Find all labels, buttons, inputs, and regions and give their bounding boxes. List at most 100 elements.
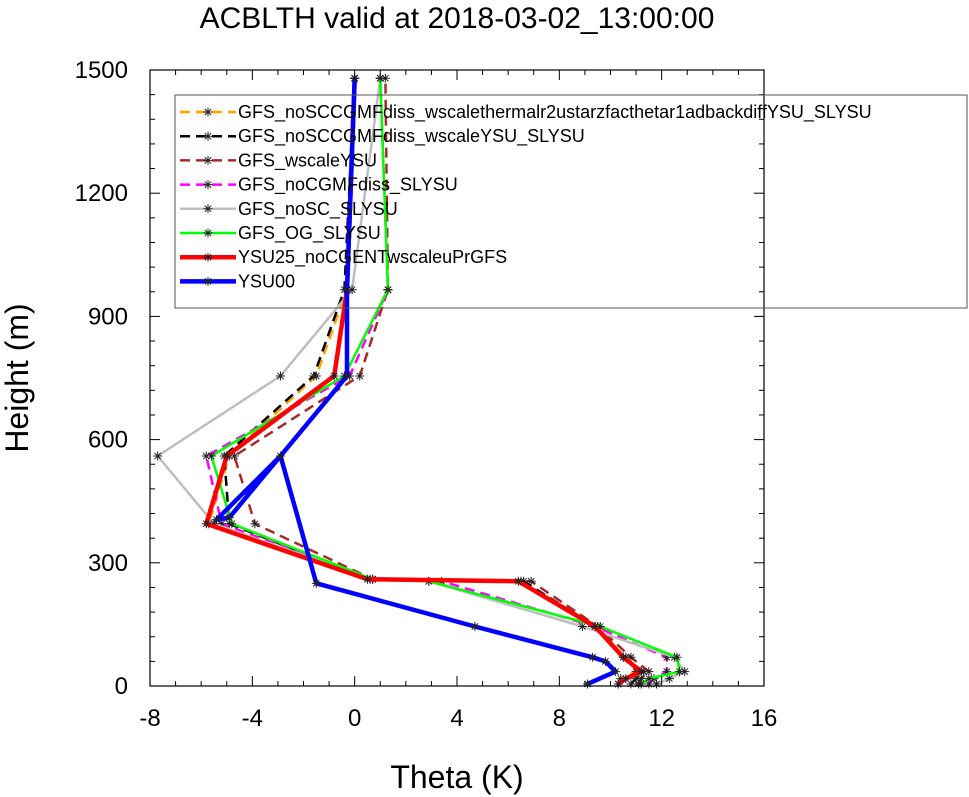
data-point [470, 621, 480, 631]
data-point [201, 519, 211, 529]
data-point [347, 285, 357, 295]
data-point [621, 674, 631, 684]
data-point [662, 667, 672, 677]
legend-entry: GFS_noCGMFdiss_SLYSU [180, 175, 458, 196]
legend-marker [203, 107, 213, 117]
legend-entry: YSU25_noCGENTwscaleuPrGFS [180, 247, 507, 268]
series-line-5 [156, 78, 686, 686]
data-point [626, 679, 636, 689]
legend-marker [203, 180, 213, 190]
legend-marker [203, 228, 213, 238]
x-axis-label: Theta (K) [390, 759, 523, 795]
y-axis-label: Height (m) [0, 303, 35, 452]
data-point [662, 652, 672, 662]
data-point [588, 652, 598, 662]
x-tick-label: -4 [242, 705, 263, 732]
data-point [362, 574, 372, 584]
legend-label: GFS_wscaleYSU [238, 150, 377, 171]
data-point [309, 371, 319, 381]
data-point [375, 73, 385, 83]
y-tick-label: 300 [88, 550, 128, 577]
y-tick-label: 1200 [75, 180, 128, 207]
data-point [311, 578, 321, 588]
data-point [380, 73, 390, 83]
data-point [329, 371, 339, 381]
data-point [664, 674, 674, 684]
data-point [229, 451, 239, 461]
x-tick-label: -8 [139, 705, 160, 732]
legend-marker [203, 276, 213, 286]
legend-entry: GFS_noSCCGMFdiss_wscaleYSU_SLYSU [180, 126, 585, 147]
data-point [355, 371, 365, 381]
data-point [212, 515, 222, 525]
legend-marker [203, 252, 213, 262]
data-point [577, 621, 587, 631]
series-7 [201, 73, 646, 689]
data-point [600, 656, 610, 666]
data-point [209, 519, 219, 529]
y-tick-label: 0 [115, 673, 128, 700]
data-point [618, 652, 628, 662]
data-point [250, 519, 260, 529]
data-point [275, 451, 285, 461]
series-5 [153, 73, 690, 689]
x-tick-label: 12 [648, 705, 675, 732]
data-point [201, 451, 211, 461]
data-point [595, 621, 605, 631]
legend-label: YSU00 [238, 271, 295, 291]
y-tick-label: 900 [88, 303, 128, 330]
series-line-7 [204, 78, 644, 686]
data-point [631, 674, 641, 684]
data-point [519, 576, 529, 586]
data-point [217, 519, 227, 529]
legend-label: YSU25_noCGENTwscaleuPrGFS [238, 247, 507, 268]
data-point [613, 679, 623, 689]
legend-entry: GFS_noSC_SLYSU [180, 199, 398, 220]
data-point [680, 667, 690, 677]
legend-entry: GFS_OG_SLYSU [180, 223, 381, 244]
data-point [644, 679, 654, 689]
chart-title: ACBLTH valid at 2018-03-02_13:00:00 [200, 2, 715, 35]
data-point [342, 285, 352, 295]
data-point [206, 451, 216, 461]
data-point [611, 667, 621, 677]
data-point [513, 576, 523, 586]
legend: GFS_noSCCGMFdiss_wscalethermalr2ustarzfa… [174, 94, 968, 309]
ticks-layer: -8 -4 0 4 8 12 16 0 300 600 900 1200 1500 [75, 57, 778, 732]
x-tick-label: 16 [751, 705, 778, 732]
x-tick-label: 8 [553, 705, 566, 732]
data-point [644, 667, 654, 677]
y-tick-label: 600 [88, 427, 128, 454]
y-tick-label: 1500 [75, 57, 128, 84]
legend-entry: GFS_noSCCGMFdiss_wscalethermalr2ustarzfa… [180, 102, 872, 123]
legend-marker [203, 204, 213, 214]
data-point [644, 674, 654, 684]
data-point [227, 519, 237, 529]
data-point [275, 371, 285, 381]
legend-marker [203, 155, 213, 165]
data-point [342, 371, 352, 381]
data-point [636, 679, 646, 689]
data-point [590, 621, 600, 631]
x-tick-label: 0 [348, 705, 361, 732]
data-point [526, 576, 536, 586]
x-tick-label: 4 [450, 705, 463, 732]
data-point [153, 451, 163, 461]
data-point [672, 652, 682, 662]
data-point [616, 674, 626, 684]
legend-marker [203, 131, 213, 141]
data-point [224, 513, 234, 523]
legend-box [174, 94, 968, 309]
data-point [675, 667, 685, 677]
data-point [626, 652, 636, 662]
data-point [383, 285, 393, 295]
legend-label: GFS_noSCCGMFdiss_wscalethermalr2ustarzfa… [238, 102, 872, 123]
legend-label: GFS_OG_SLYSU [238, 223, 381, 244]
data-point [636, 674, 646, 684]
legend-entry: GFS_wscaleYSU [180, 150, 377, 171]
data-point [222, 451, 232, 461]
legend-label: GFS_noSC_SLYSU [238, 199, 398, 220]
data-point [636, 667, 646, 677]
series-layer [153, 73, 690, 689]
